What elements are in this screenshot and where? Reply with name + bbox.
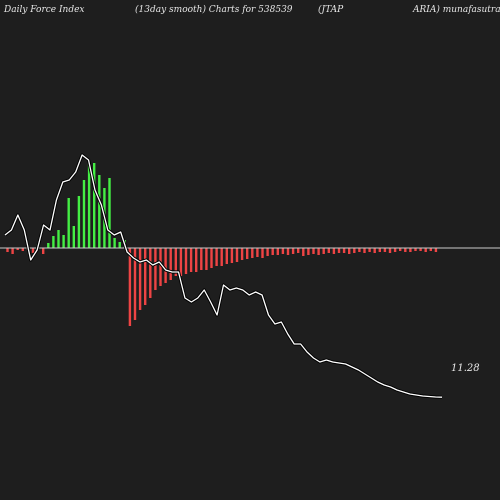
force-bar (276, 248, 279, 255)
force-bar (434, 248, 438, 252)
force-bar (200, 248, 203, 270)
price-line-group (4, 153, 443, 399)
force-bar (42, 248, 45, 254)
force-bar (118, 242, 121, 248)
force-bar (409, 248, 412, 252)
header-part-4: ARIA) munafasutra.in (412, 4, 500, 15)
force-bar (286, 248, 290, 255)
force-bar (93, 163, 96, 248)
force-bar (404, 248, 407, 252)
force-bar (215, 248, 218, 266)
force-bar (383, 248, 387, 252)
force-bar (154, 248, 157, 290)
force-bar (195, 248, 198, 272)
force-bar (353, 248, 356, 253)
force-bar (271, 248, 274, 255)
force-bar (342, 248, 346, 253)
force-bar (419, 248, 422, 251)
force-bar (317, 248, 320, 255)
force-bar (332, 248, 336, 254)
force-bar (52, 236, 55, 248)
force-bar (322, 248, 325, 254)
force-index-bars (6, 163, 438, 326)
force-bar (210, 248, 213, 268)
force-bar (108, 178, 111, 248)
force-bar (184, 248, 188, 274)
force-bar (302, 248, 305, 256)
force-bar (16, 248, 19, 250)
force-bar (62, 235, 65, 248)
force-bar (113, 238, 116, 248)
force-bar (128, 248, 132, 326)
force-bar (77, 196, 81, 248)
force-bar (31, 248, 35, 253)
force-bar (189, 248, 193, 272)
force-bar (67, 198, 70, 248)
force-bar (251, 248, 254, 258)
force-bar (98, 175, 101, 248)
force-bar (159, 248, 162, 286)
header-part-1: Daily Force Index (3, 5, 85, 15)
force-bar (291, 248, 295, 254)
force-bar (21, 248, 24, 251)
price-line (4, 154, 443, 398)
force-bar (164, 248, 167, 283)
force-bar (246, 248, 249, 259)
force-bar (205, 248, 208, 270)
force-bar (388, 248, 392, 253)
force-bar (87, 163, 91, 248)
force-bar (225, 248, 228, 264)
force-bar (261, 248, 264, 258)
force-bar (373, 248, 376, 253)
force-bar (133, 248, 137, 320)
force-bar (11, 248, 14, 254)
force-bar (82, 180, 86, 248)
force-bar (399, 248, 402, 251)
force-bar (169, 248, 172, 280)
last-value-label: 11.28 (451, 363, 480, 374)
force-bar (230, 248, 234, 263)
force-bar (235, 248, 239, 262)
force-bar (307, 248, 310, 255)
force-bar (281, 248, 285, 254)
force-bar (429, 248, 432, 251)
force-bar (256, 248, 259, 257)
force-bar (424, 248, 427, 252)
force-bar (144, 248, 147, 305)
force-bar (363, 248, 366, 253)
force-bar (174, 248, 177, 276)
force-bar (358, 248, 361, 252)
force-bar (297, 248, 300, 253)
force-bar (378, 248, 381, 252)
force-bar (327, 248, 330, 253)
force-bar (414, 248, 417, 251)
force-bar (220, 248, 223, 266)
force-bar (337, 248, 341, 253)
force-bar (72, 226, 75, 248)
force-bar (6, 248, 9, 252)
force-bar (368, 248, 371, 252)
header-part-2: (13day smooth) Charts for 538539 (135, 4, 293, 15)
force-bar (266, 248, 269, 256)
force-bar (138, 248, 142, 310)
header-part-3: (JTAP (318, 4, 344, 15)
force-bar (240, 248, 244, 260)
force-bar (57, 230, 60, 248)
force-bar (393, 248, 397, 252)
force-bar (179, 248, 183, 276)
force-bar (348, 248, 351, 254)
force-bar (312, 248, 315, 254)
force-bar (149, 248, 152, 298)
force-bar (47, 243, 50, 248)
